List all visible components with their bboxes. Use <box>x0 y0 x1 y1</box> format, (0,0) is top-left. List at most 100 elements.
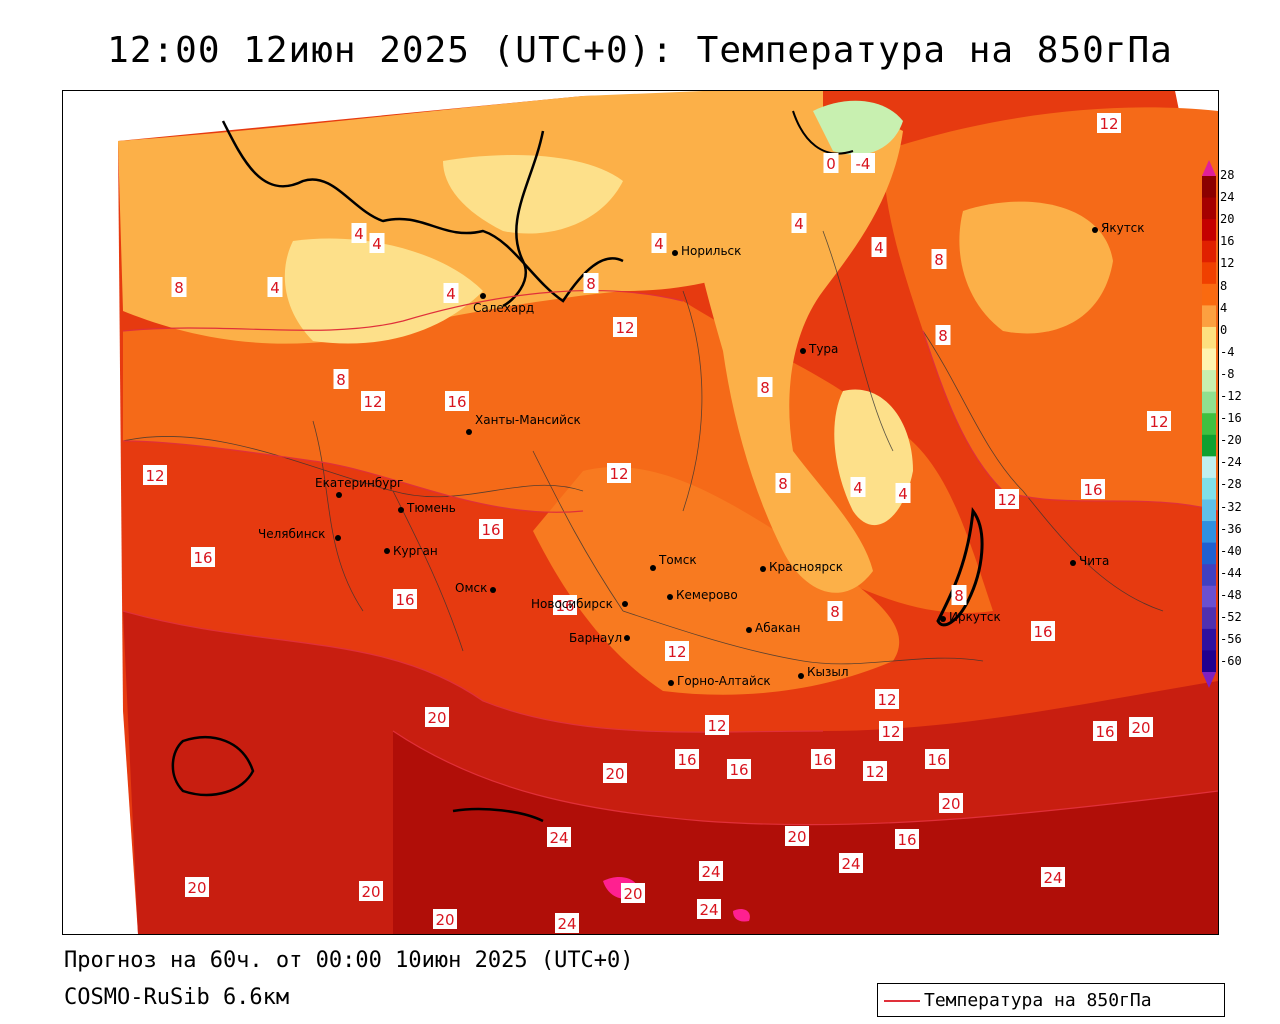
city-marker <box>1092 227 1098 233</box>
legend-line-swatch <box>884 1000 920 1002</box>
city-label: Кемерово <box>676 588 738 602</box>
contour-label: 24 <box>1043 869 1062 887</box>
colorbar-tick: 4 <box>1220 300 1228 315</box>
city-marker <box>624 635 630 641</box>
contour-label-bg <box>850 477 866 497</box>
contour-label: 4 <box>874 239 884 257</box>
contour-label: 8 <box>934 251 944 269</box>
city-label: Салехард <box>473 301 534 315</box>
contour-label-bg <box>1097 113 1121 133</box>
contour-label-bg <box>1093 721 1117 741</box>
city-marker <box>650 565 656 571</box>
contour-label-bg <box>705 715 729 735</box>
contour-label-bg <box>547 827 571 847</box>
contour-label: 12 <box>609 465 628 483</box>
contour-label: 16 <box>1095 723 1114 741</box>
city-marker <box>398 507 404 513</box>
colorbar-band <box>1202 542 1216 565</box>
map-legend: Температура на 850гПа <box>877 983 1225 1017</box>
contour-label-bg <box>931 249 947 269</box>
contour-label-bg <box>607 463 631 483</box>
city-marker <box>480 293 486 299</box>
contour-label: 12 <box>145 467 164 485</box>
city-label: Тура <box>808 342 838 356</box>
contour-label-bg <box>443 283 459 303</box>
city-marker <box>668 680 674 686</box>
city-marker <box>384 548 390 554</box>
colorbar-tick: -36 <box>1220 521 1242 536</box>
city-marker <box>667 594 673 600</box>
contour-label-bg <box>553 595 577 615</box>
colorbar-band <box>1202 650 1216 673</box>
contour-label-bg <box>359 881 383 901</box>
contour-label: 12 <box>877 691 896 709</box>
colorbar-band <box>1202 176 1216 199</box>
colorbar-band <box>1202 305 1216 328</box>
contour-label-bg <box>479 519 503 539</box>
contour-label: 12 <box>615 319 634 337</box>
contour-label-bg <box>351 223 367 243</box>
contour-label: 16 <box>555 597 574 615</box>
colorbar-band <box>1202 262 1216 285</box>
contour-label-bg <box>935 325 951 345</box>
colorbar-band <box>1202 219 1216 242</box>
contour-label: 20 <box>787 828 806 846</box>
contour-label: 12 <box>1099 115 1118 133</box>
contour-label: 12 <box>865 763 884 781</box>
colorbar-band <box>1202 326 1216 350</box>
city-label: Тюмень <box>406 501 456 515</box>
colorbar-tick: -40 <box>1220 543 1242 558</box>
contour-label-bg <box>775 473 791 493</box>
contour-label: 16 <box>927 751 946 769</box>
colorbar-band <box>1202 283 1216 306</box>
colorbar-band <box>1202 370 1216 393</box>
contour-label-bg <box>191 547 215 567</box>
contour-label: 8 <box>174 279 184 297</box>
city-label: Иркутск <box>949 610 1001 624</box>
city-label: Екатеринбург <box>315 476 403 490</box>
contour-label: 4 <box>654 235 664 253</box>
temperature-map[interactable]: -4 0 4 4 4 4 4 4 4 4 4 8 8 8 8 8 8 8 8 8 12 12 12 12 12 12 12 12 12 1… <box>62 90 1219 935</box>
contour-label: 8 <box>760 379 770 397</box>
contour-label-bg <box>651 233 667 253</box>
colorbar-band <box>1202 240 1216 263</box>
model-info: COSMO-RuSib 6.6км <box>64 985 290 1010</box>
contour-label-bg <box>939 793 963 813</box>
contour-label-bg <box>995 489 1019 509</box>
contour-label: 20 <box>1131 719 1150 737</box>
colorbar-tick: 8 <box>1220 278 1228 293</box>
city-marker <box>490 587 496 593</box>
contour-label-bg <box>757 377 773 397</box>
colorbar-band <box>1202 391 1216 414</box>
city-label: Абакан <box>755 621 800 635</box>
city-label: Ханты-Мансийск <box>475 413 581 427</box>
city-label: Томск <box>658 553 697 567</box>
city-marker <box>672 250 678 256</box>
contour-label: 20 <box>361 883 380 901</box>
city-label: Красноярск <box>769 560 843 574</box>
city-label: Новосибирск <box>531 597 613 611</box>
colorbar-tick: -20 <box>1220 433 1242 448</box>
city-marker <box>335 535 341 541</box>
colorbar-tick: -28 <box>1220 477 1242 492</box>
contour-label-bg <box>697 899 721 919</box>
contour-label: 12 <box>997 491 1016 509</box>
contour-label-bg <box>951 585 967 605</box>
contour-label: 24 <box>699 901 718 919</box>
city-label: Якутск <box>1101 221 1145 235</box>
colorbar-tick: 24 <box>1220 190 1235 205</box>
contour-label: 24 <box>841 855 860 873</box>
contour-label: 8 <box>336 371 346 389</box>
city-label: Челябинск <box>258 527 325 541</box>
colorbar-band <box>1202 607 1216 630</box>
contour-label: 8 <box>830 603 840 621</box>
contour-label-bg <box>827 601 843 621</box>
colorbar-band <box>1202 521 1216 544</box>
contour-label-bg <box>555 913 579 933</box>
contour-label: 8 <box>938 327 948 345</box>
city-marker <box>622 601 628 607</box>
contour-label: -4 <box>856 155 871 173</box>
contour-label: 12 <box>1149 413 1168 431</box>
contour-label-bg <box>393 589 417 609</box>
